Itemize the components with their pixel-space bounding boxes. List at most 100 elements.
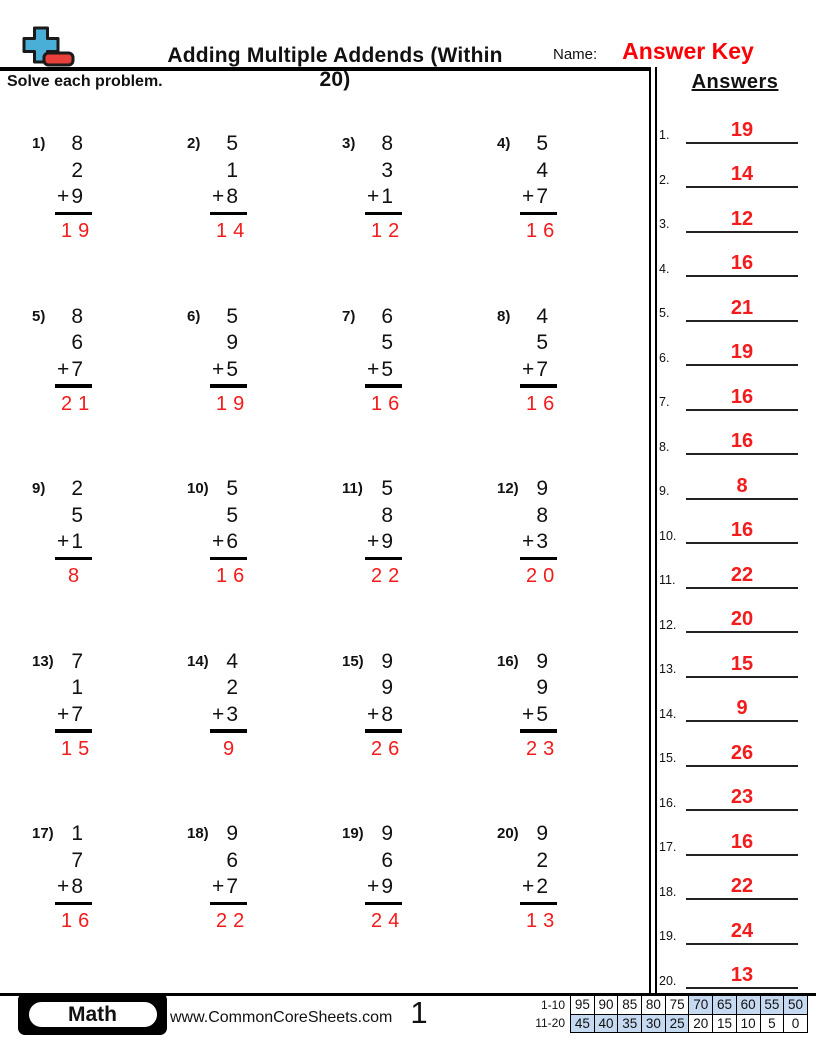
grading-cell: 50 [783,995,808,1015]
answer-value: 19 [730,118,754,141]
answer-number: 15. [659,751,677,765]
grading-row-label: 11-20 [535,1016,565,1031]
answer-value: 12 [730,207,754,230]
answer-value: 22 [730,875,754,897]
addend: 2 [536,848,548,872]
answer-number: 11. [659,573,676,587]
problem-answer: 16 [371,392,406,415]
plus-sign: + [367,185,380,208]
grading-cell: 0 [783,1013,808,1033]
answer-value: 16 [730,252,754,274]
answer-line: 16 [686,832,798,856]
answer-line: 16 [686,387,798,411]
addend: 9 [381,822,393,846]
addend: 2 [71,477,83,501]
problem-answer: 16 [61,910,96,933]
answer-value: 20 [730,608,754,630]
problem-7: 7) 6 5 +5 16 [330,299,485,472]
answer-number: 20. [659,973,677,988]
plus-sign: + [522,357,535,381]
problems-grid: 1) 8 2 +9 19 2) 5 1 +8 14 3) 8 3 [20,126,644,989]
sum-line [520,729,557,733]
answer-value: 19 [730,341,754,363]
addend: 2 [226,676,238,700]
answer-item: 16. 23 [655,767,813,811]
header-divider [0,67,650,71]
problem-15: 15) 9 9 +8 26 [330,644,485,817]
problem-number: 20) [497,825,519,843]
addend: 7 [536,185,548,208]
problem-answer: 22 [216,910,251,933]
problem-number: 19) [342,825,364,843]
answer-number: 14. [659,706,677,721]
answer-line: 15 [686,654,798,678]
grading-cell: 70 [688,995,714,1015]
grading-cell: 20 [688,1013,714,1033]
grading-cell: 65 [712,995,737,1015]
grading-cell: 35 [617,1013,643,1033]
addend: 1 [71,676,83,700]
sum-line [365,211,402,215]
answer-number: 3. [659,217,670,231]
answer-key-text: Answer Key [622,38,754,64]
addend: 5 [226,304,238,328]
addend: 6 [226,848,238,872]
problem-2: 2) 5 1 +8 14 [175,126,330,299]
answer-value: 16 [730,430,754,452]
answer-item: 6. 19 [655,322,813,366]
addend: 9 [536,676,548,700]
addend: 7 [536,357,548,381]
sum-line [210,556,247,561]
subject-badge: Math [18,993,167,1035]
problem-answer: 19 [216,392,251,415]
addend: 8 [381,702,393,726]
answer-number: 6. [659,350,670,365]
plus-sign: + [57,875,70,899]
plus-sign: + [57,357,70,381]
sum-line [365,384,402,388]
answer-value: 16 [730,519,754,541]
plus-minus-math-icon [22,26,75,67]
answers-heading: Answers [691,71,779,93]
answer-value: 15 [730,652,754,675]
problem-number: 18) [187,825,209,843]
answer-number: 19. [659,929,677,943]
answer-line: 22 [686,565,798,589]
answer-value: 16 [730,385,754,408]
problem-number: 14) [187,652,209,670]
answer-item: 7. 16 [655,366,813,411]
problem-4: 4) 5 4 +7 16 [485,126,640,299]
grading-cell: 40 [593,1013,619,1033]
problem-answer: 15 [61,737,96,760]
problem-number: 8) [497,307,511,325]
sum-line [210,901,247,906]
answer-number: 17. [659,840,677,854]
footer-divider [0,993,816,996]
grading-row-label: 1-10 [540,997,565,1012]
addend: 4 [536,304,548,328]
answer-line: 16 [686,253,798,277]
sum-line [365,556,402,561]
plus-sign: + [367,530,380,554]
addend: 4 [226,649,238,673]
addend: 3 [536,530,548,554]
answer-value: 22 [730,563,754,586]
plus-sign: + [212,530,225,554]
grading-cell: 10 [735,1013,761,1033]
answer-item: 11. 22 [655,544,813,589]
answer-line: 13 [686,965,798,989]
answer-value: 16 [730,830,754,853]
sum-line [55,384,92,388]
answer-line: 19 [686,342,798,366]
answer-line: 26 [686,743,798,767]
problem-number: 9) [32,480,46,498]
problem-1: 1) 8 2 +9 19 [20,126,175,299]
answer-line: 16 [686,520,798,544]
answer-value: 9 [736,697,748,719]
grading-row-11-20: 11-20 45 40 35 30 25 20 15 10 5 0 [521,1013,808,1033]
problem-number: 13) [32,652,54,670]
answer-number: 18. [659,884,677,899]
sum-line [210,729,247,733]
answer-value: 8 [736,474,748,497]
